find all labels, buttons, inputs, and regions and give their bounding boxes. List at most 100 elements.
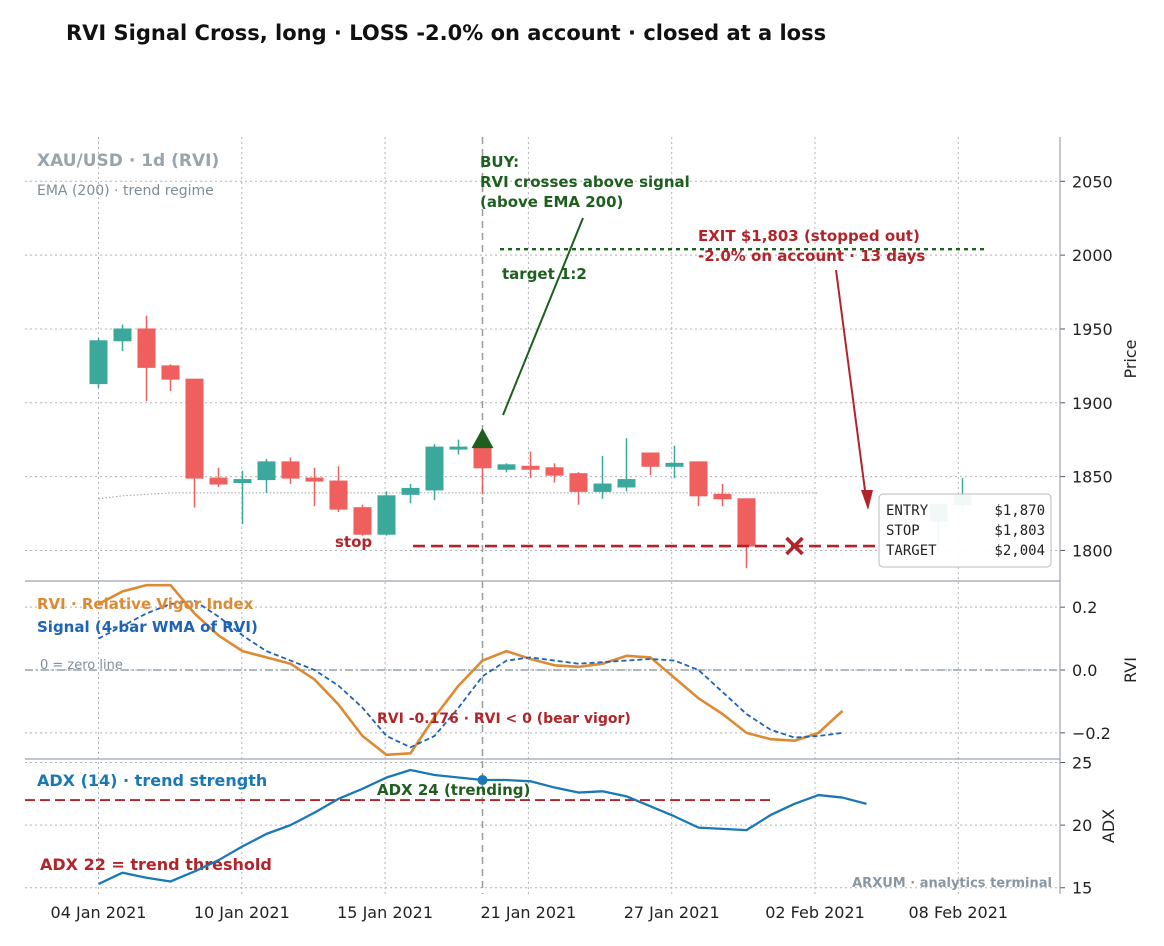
candle-body [569,473,588,492]
rvi-annotation: RVI -0.176 · RVI < 0 (bear vigor) [377,711,631,727]
rvi-zero-label: 0 = zero line [40,658,123,673]
candle [593,455,612,499]
info-box-label: TARGET [886,543,937,559]
candle-body [401,487,420,495]
candle [689,461,708,507]
rvi-axis-label: RVI [1121,657,1140,683]
rvi-line [97,583,844,757]
candle-body [209,477,228,485]
candle-body [473,446,492,469]
candle-body [329,480,348,510]
candle [401,484,420,504]
adx-entry-marker [477,775,488,786]
candle [425,444,444,501]
candle [569,472,588,505]
exit-marker [785,536,804,556]
candle [137,315,156,402]
info-box-value: $1,870 [994,503,1045,519]
candle-body [281,461,300,479]
candle-body [521,465,540,470]
buy-label: (above EMA 200) [480,193,623,211]
info-box-value: $2,004 [994,543,1045,559]
x-tick-label: 21 Jan 2021 [480,903,576,922]
x-tick-label: 10 Jan 2021 [194,903,290,922]
exit-arrow [835,269,867,499]
price-panel: XAU/USD · 1d (RVI) EMA (200) · trend regi… [37,151,1052,569]
rvi-panel: 0 = zero line RVI · Relative Vigor Index S… [25,583,1060,757]
candle-body [593,483,612,492]
rvi-tick-label: 0.2 [1072,598,1097,617]
candle-body [617,479,636,488]
candle-body [161,365,180,380]
candle-body [305,477,324,482]
candle-body [689,461,708,497]
candle-body [377,495,396,535]
buy-label: BUY: [480,153,519,171]
adx-axis-label: ADX [1099,809,1118,843]
candle-body [113,328,132,342]
price-tick-label: 1850 [1072,468,1113,487]
exit-label: EXIT $1,803 (stopped out) [698,227,920,245]
candle [209,467,228,487]
x-tick-label: 27 Jan 2021 [624,903,720,922]
rvi-tick-label: 0.0 [1072,661,1097,680]
candle [545,463,564,483]
buy-marker [471,428,494,449]
price-tick-label: 1800 [1072,541,1113,560]
info-box-label: STOP [886,523,920,539]
x-tick-label: 04 Jan 2021 [51,903,147,922]
candle-body [665,462,684,467]
candle [161,364,180,391]
ema-line [98,492,819,500]
candle [617,438,636,492]
candle [497,463,516,473]
adx-tick-label: 25 [1072,754,1092,773]
candle [665,445,684,479]
signal-legend-label: Signal (4-bar WMA of RVI) [37,618,258,636]
candle-body [137,328,156,368]
candle [377,491,396,536]
trade-info-box: ENTRY $1,870 STOP $1,803 TARGET $2,004 [878,493,1052,568]
signal-line [98,599,843,749]
candle [641,452,660,476]
adx-threshold-label: ADX 22 = trend threshold [40,855,272,874]
candle-body [449,446,468,450]
candle-body [353,507,372,535]
x-tick-label: 08 Feb 2021 [909,903,1009,922]
chart-title: RVI Signal Cross, long · LOSS -2.0% on a… [66,21,826,45]
watermark: ARXUM · analytics terminal [852,876,1052,891]
trade-info-box-bg [878,493,1052,568]
grid-layer [25,137,1060,894]
candle [713,484,732,507]
adx-panel: ADX 22 = trend threshold ADX (14) · trend… [25,768,867,886]
price-tick-label: 2050 [1072,172,1113,191]
adx-tick-label: 20 [1072,816,1092,835]
price-panel-header: XAU/USD · 1d (RVI) [37,151,219,171]
buy-arrow [502,217,584,416]
candle [89,337,108,389]
candle-body [425,446,444,491]
candle [113,324,132,352]
candle-body [737,498,756,547]
candle [449,439,468,455]
adx-tick-label: 15 [1072,879,1092,898]
adx-legend-label: ADX (14) · trend strength [37,771,267,790]
candle-body [497,464,516,470]
x-tick-label: 15 Jan 2021 [337,903,433,922]
candle [257,458,276,493]
price-tick-label: 1950 [1072,320,1113,339]
candle-body [233,479,252,484]
info-box-label: ENTRY [886,503,929,519]
candle [473,446,492,495]
x-tick-label: 02 Feb 2021 [765,903,865,922]
candle [281,457,300,485]
candle [233,470,252,524]
candle [353,504,372,536]
exit-marker-stroke [785,536,804,556]
candle-body [89,340,108,385]
rvi-legend-label: RVI · Relative Vigor Index [37,595,254,613]
candle [521,451,540,479]
candle-body [713,493,732,500]
candle-body [257,461,276,481]
